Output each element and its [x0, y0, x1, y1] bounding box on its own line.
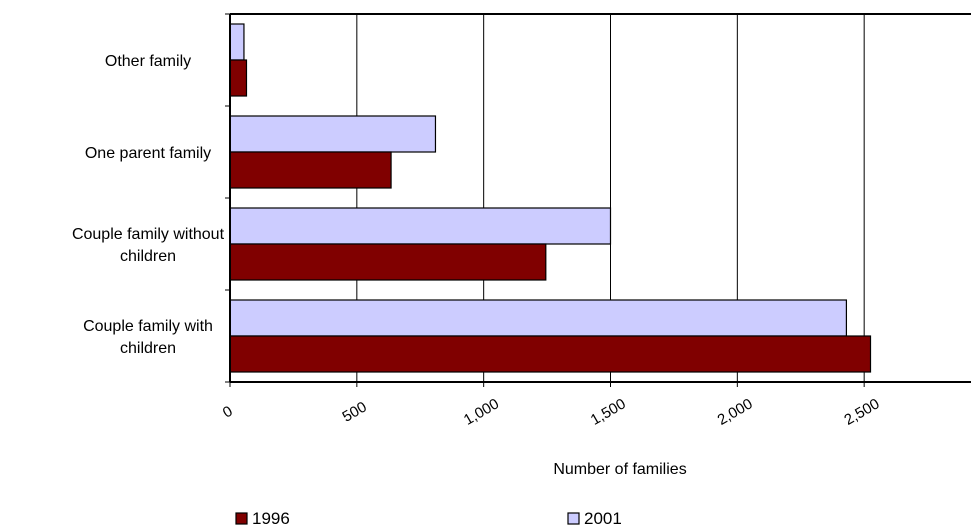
bar-1996-other-family	[229, 59, 248, 97]
bar-1996-couple-family-with-children	[229, 335, 872, 373]
bar-2001-couple-family-without-children	[229, 207, 612, 245]
category-label-other-family: Other family	[105, 53, 191, 70]
x-tick-label-0: 0	[220, 403, 236, 422]
bar-2001-one-parent-family	[229, 115, 437, 153]
x-tick-label-1-000: 1,000	[461, 395, 502, 428]
x-axis-title: Number of families	[553, 461, 686, 478]
bars	[229, 23, 872, 373]
x-tick-label-500: 500	[339, 398, 369, 425]
legend-item-1996: 1996	[235, 509, 290, 528]
legend-label-2001: 2001	[584, 509, 622, 528]
legend-swatch-2001	[567, 512, 580, 525]
x-tick-label-1-500: 1,500	[588, 395, 629, 428]
x-tick-label-2-500: 2,500	[841, 395, 882, 428]
legend: 1996 2001	[235, 509, 622, 528]
category-label-couple-family-with-children: Couple family with children	[83, 318, 213, 357]
legend-swatch-1996	[235, 512, 248, 525]
category-labels: Other family One parent family Couple fami…	[72, 53, 225, 357]
category-label-one-parent-family: One parent family	[85, 145, 211, 162]
bar-1996-one-parent-family	[229, 151, 392, 189]
x-tick-labels: 0 500 1,000 1,500 2,000 2,500 3,000	[220, 395, 971, 428]
bar-2001-other-family	[229, 23, 245, 61]
x-tick-label-2-000: 2,000	[715, 395, 756, 428]
category-label-couple-family-without-children: Couple family without children	[72, 226, 225, 265]
bar-1996-couple-family-without-children	[229, 243, 547, 281]
legend-item-2001: 2001	[567, 509, 622, 528]
bar-2001-couple-family-with-children	[229, 299, 848, 337]
legend-label-1996: 1996	[252, 509, 290, 528]
axes	[225, 13, 971, 387]
